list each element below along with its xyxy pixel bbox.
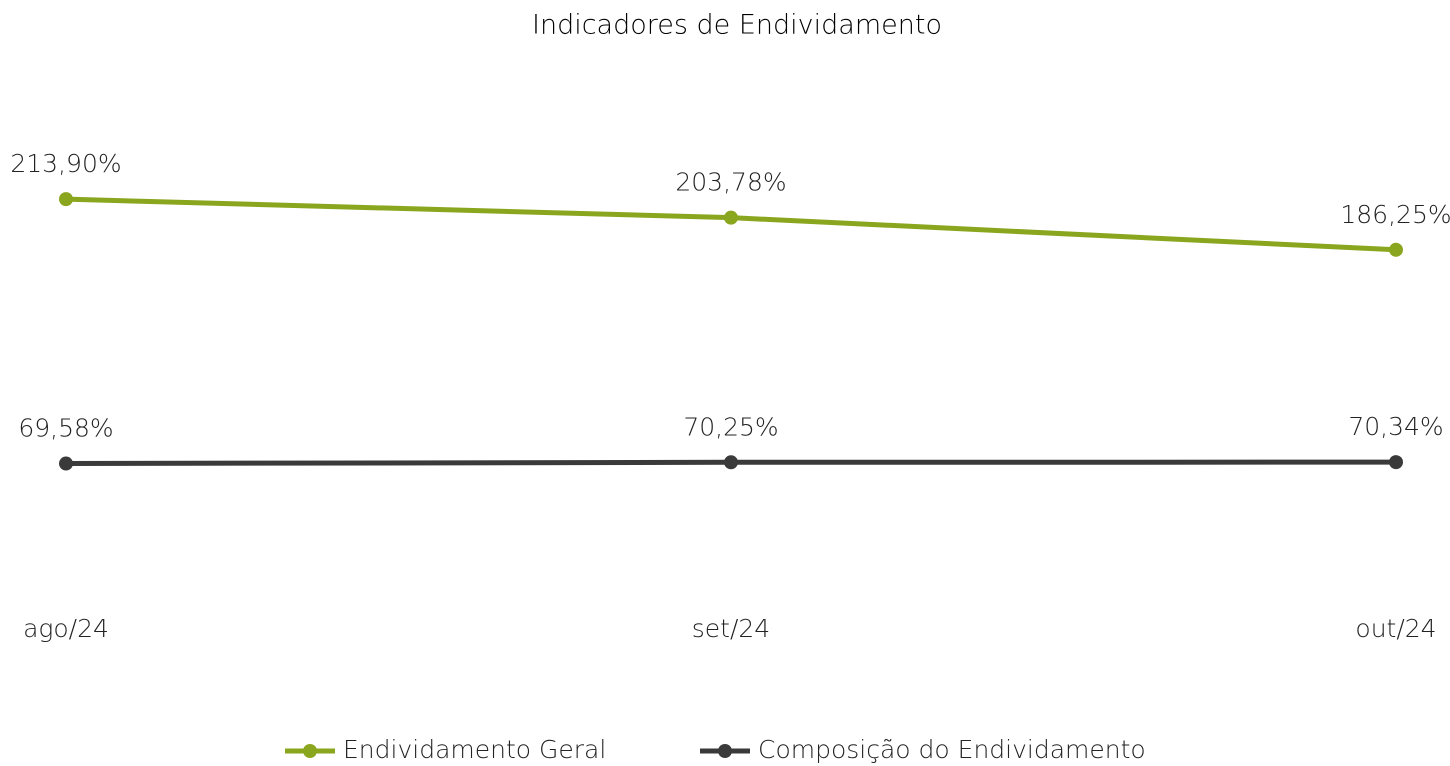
marker	[1389, 242, 1403, 257]
legend-marker	[718, 744, 732, 758]
marker	[1389, 455, 1403, 470]
legend-label: Composição do Endividamento	[758, 735, 1146, 764]
legend-marker	[303, 744, 317, 758]
data-label: 70,25%	[683, 412, 778, 441]
x-tick-label: set/24	[692, 614, 770, 643]
data-label: 70,34%	[1348, 412, 1443, 441]
legend-label: Endividamento Geral	[343, 735, 606, 764]
data-label: 186,25%	[1340, 200, 1450, 229]
marker	[724, 210, 738, 225]
chart-title: Indicadores de Endividamento	[532, 10, 942, 41]
x-tick-label: out/24	[1355, 614, 1436, 643]
marker	[59, 456, 73, 471]
marker	[724, 455, 738, 470]
marker	[59, 192, 73, 207]
data-label: 203,78%	[675, 168, 786, 197]
data-label: 69,58%	[18, 414, 113, 443]
data-label: 213,90%	[10, 149, 121, 178]
x-tick-label: ago/24	[23, 614, 109, 643]
